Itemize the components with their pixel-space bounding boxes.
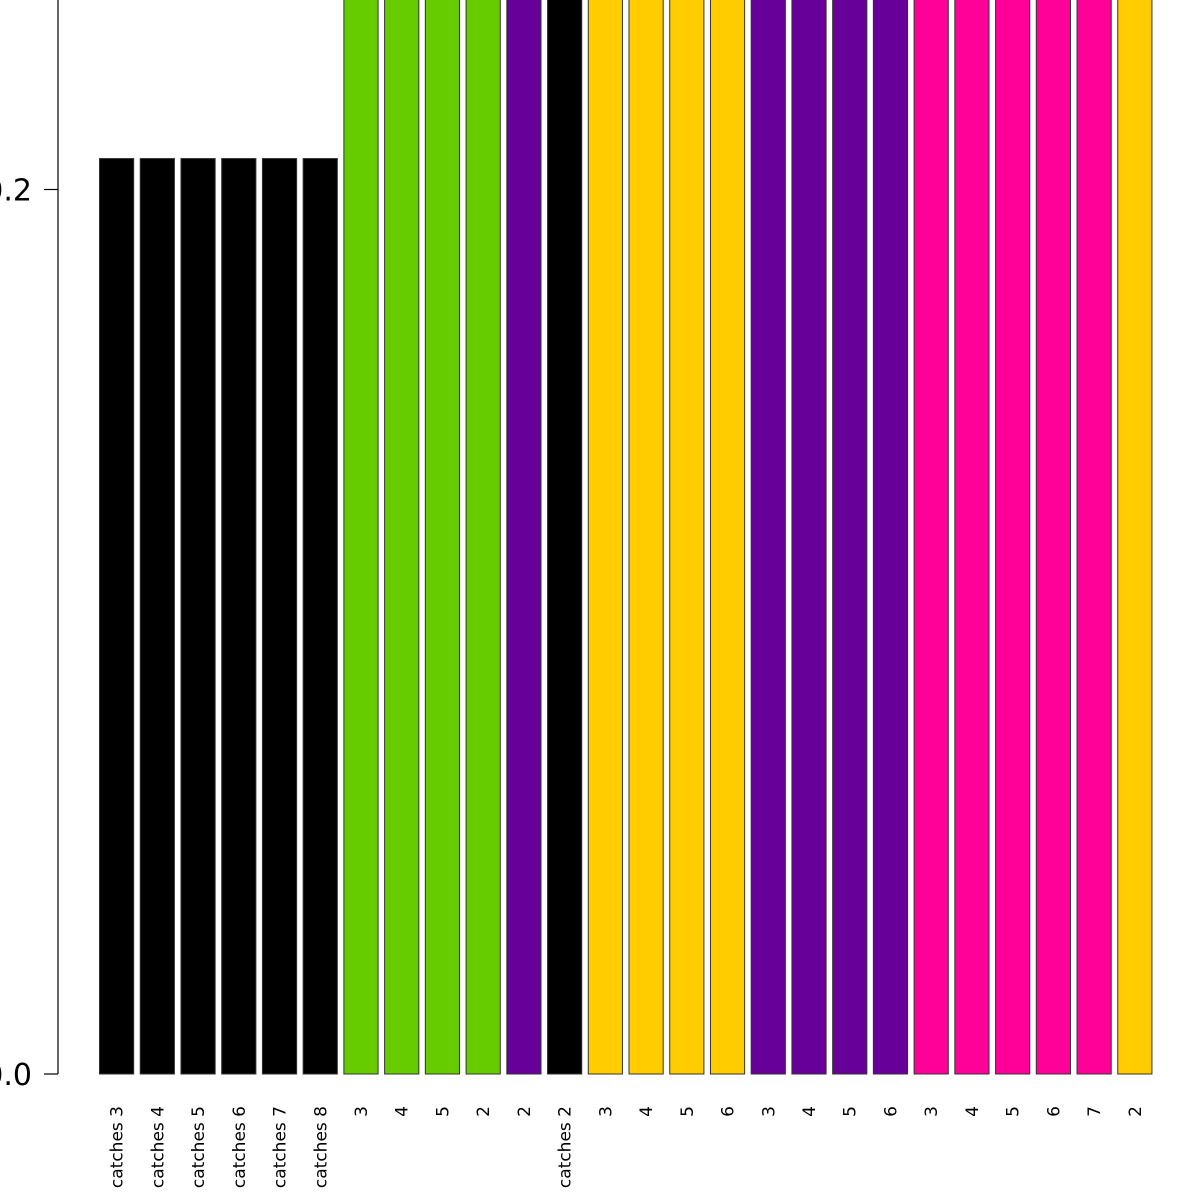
x-tick-label: 6 [719, 1106, 739, 1117]
bar [547, 0, 583, 1075]
bar [1035, 0, 1071, 1075]
x-tick-label: catches 7 [271, 1106, 291, 1188]
bar [954, 0, 990, 1075]
bar [669, 0, 705, 1075]
bar [832, 0, 868, 1075]
x-tick-label: 6 [881, 1106, 901, 1117]
x-tick-label: 6 [1044, 1106, 1064, 1117]
bar [628, 0, 664, 1075]
x-tick-label: 3 [596, 1106, 616, 1117]
x-tick-label: 5 [841, 1106, 861, 1117]
bar [750, 0, 786, 1075]
x-tick-label: 5 [678, 1106, 698, 1117]
bars [99, 0, 1153, 1075]
x-tick-label: 3 [922, 1106, 942, 1117]
bar [261, 158, 298, 1075]
x-tick-label: catches 2 [556, 1106, 576, 1188]
bar [221, 158, 257, 1075]
x-tick-label: catches 4 [148, 1106, 168, 1188]
bar [180, 158, 216, 1075]
bar [709, 0, 746, 1075]
bar [506, 0, 542, 1075]
y-tick-label: 0.2 [0, 174, 32, 209]
y-axis: 0.00.20.40.60.8 [0, 0, 59, 1093]
x-tick-label: 4 [800, 1106, 820, 1117]
x-tick-label: 5 [1004, 1106, 1024, 1117]
bar [139, 158, 175, 1075]
y-tick-label: 0.0 [0, 1058, 32, 1093]
x-tick-label: 4 [963, 1106, 983, 1117]
bar [913, 0, 949, 1075]
x-tick-label: 3 [759, 1106, 779, 1117]
x-axis-labels: catches 3 catches 4 catches 5 catches 6 catc… [108, 1106, 1146, 1188]
x-tick-label: catches 3 [108, 1106, 128, 1188]
bar [465, 0, 501, 1075]
x-tick-label: 2 [515, 1106, 535, 1117]
bar [791, 0, 827, 1075]
bar [995, 0, 1031, 1075]
bar [587, 0, 623, 1075]
bar [343, 0, 379, 1075]
x-tick-label: 4 [393, 1106, 413, 1117]
bar [384, 0, 420, 1075]
bar [1117, 0, 1153, 1075]
bar [302, 158, 338, 1075]
x-tick-label: 5 [433, 1106, 453, 1117]
bar [1076, 0, 1112, 1075]
bar [872, 0, 909, 1075]
x-tick-label: catches 5 [189, 1106, 209, 1188]
x-tick-label: 4 [637, 1106, 657, 1117]
x-tick-label: 7 [1085, 1106, 1105, 1117]
x-tick-label: catches 8 [311, 1106, 331, 1188]
x-tick-label: 3 [352, 1106, 372, 1117]
x-tick-label: 2 [1126, 1106, 1146, 1117]
x-tick-label: catches 6 [230, 1106, 250, 1188]
bar [99, 158, 135, 1075]
x-tick-label: 2 [474, 1106, 494, 1117]
bar [424, 0, 461, 1075]
